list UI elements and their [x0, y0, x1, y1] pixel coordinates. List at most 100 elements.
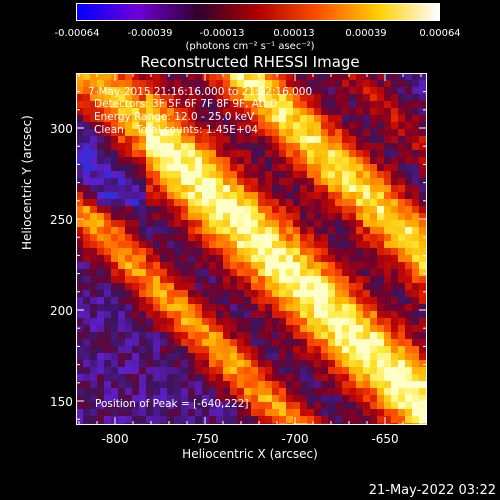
image-pixel	[391, 129, 398, 136]
image-pixel	[265, 122, 272, 129]
image-pixel	[237, 297, 244, 304]
image-pixel	[118, 234, 125, 241]
image-pixel	[356, 248, 363, 255]
image-pixel	[272, 115, 279, 122]
image-pixel	[167, 276, 174, 283]
image-pixel	[97, 374, 104, 381]
image-pixel	[370, 136, 377, 143]
image-pixel	[83, 206, 90, 213]
image-pixel	[174, 108, 181, 115]
image-pixel	[244, 129, 251, 136]
image-pixel	[391, 360, 398, 367]
image-pixel	[279, 374, 286, 381]
image-pixel	[356, 311, 363, 318]
image-pixel	[111, 115, 118, 122]
image-pixel	[321, 318, 328, 325]
image-pixel	[363, 318, 370, 325]
image-pixel	[125, 325, 132, 332]
image-pixel	[139, 339, 146, 346]
image-pixel	[125, 381, 132, 388]
image-pixel	[370, 409, 377, 416]
image-pixel	[160, 136, 167, 143]
image-pixel	[251, 87, 258, 94]
image-pixel	[104, 108, 111, 115]
image-pixel	[202, 248, 209, 255]
image-pixel	[377, 409, 384, 416]
image-pixel	[209, 416, 216, 423]
image-pixel	[153, 318, 160, 325]
image-pixel	[349, 346, 356, 353]
image-pixel	[300, 360, 307, 367]
image-pixel	[118, 283, 125, 290]
image-pixel	[349, 94, 356, 101]
image-pixel	[230, 304, 237, 311]
image-pixel	[335, 416, 342, 423]
image-pixel	[272, 80, 279, 87]
image-pixel	[349, 374, 356, 381]
image-pixel	[244, 213, 251, 220]
image-pixel	[237, 129, 244, 136]
image-pixel	[244, 80, 251, 87]
image-pixel	[377, 80, 384, 87]
image-pixel	[391, 164, 398, 171]
image-pixel	[314, 283, 321, 290]
image-pixel	[139, 241, 146, 248]
image-pixel	[272, 185, 279, 192]
image-pixel	[104, 360, 111, 367]
image-pixel	[342, 206, 349, 213]
image-pixel	[258, 262, 265, 269]
image-pixel	[146, 94, 153, 101]
image-pixel	[405, 157, 412, 164]
rhessi-image-plot: 7-May-2015 21:16:16.000 to 21:22:16.000 …	[76, 73, 427, 425]
image-pixel	[307, 108, 314, 115]
image-pixel	[272, 171, 279, 178]
image-pixel	[300, 353, 307, 360]
image-pixel	[195, 360, 202, 367]
image-pixel	[209, 129, 216, 136]
image-pixel	[223, 374, 230, 381]
image-pixel	[265, 199, 272, 206]
image-pixel	[363, 388, 370, 395]
image-pixel	[195, 73, 202, 80]
image-pixel	[321, 234, 328, 241]
image-pixel	[398, 206, 405, 213]
image-pixel	[216, 206, 223, 213]
image-pixel	[195, 101, 202, 108]
image-pixel	[83, 360, 90, 367]
image-pixel	[321, 269, 328, 276]
image-pixel	[181, 108, 188, 115]
image-pixel	[265, 227, 272, 234]
image-pixel	[139, 157, 146, 164]
image-pixel	[377, 143, 384, 150]
image-pixel	[356, 206, 363, 213]
image-pixel	[160, 416, 167, 423]
image-pixel	[216, 171, 223, 178]
image-pixel	[251, 94, 258, 101]
image-pixel	[307, 311, 314, 318]
image-pixel	[307, 122, 314, 129]
image-pixel	[167, 213, 174, 220]
image-pixel	[286, 136, 293, 143]
image-pixel	[293, 108, 300, 115]
image-pixel	[370, 115, 377, 122]
image-pixel	[300, 101, 307, 108]
image-pixel	[174, 409, 181, 416]
image-pixel	[363, 101, 370, 108]
image-pixel	[251, 136, 258, 143]
image-pixel	[412, 402, 419, 409]
image-pixel	[111, 87, 118, 94]
image-pixel	[251, 234, 258, 241]
image-pixel	[258, 206, 265, 213]
rhessi-image-canvas	[76, 73, 427, 425]
image-pixel	[258, 115, 265, 122]
image-pixel	[132, 311, 139, 318]
image-pixel	[125, 129, 132, 136]
image-pixel	[125, 171, 132, 178]
image-pixel	[90, 122, 97, 129]
image-pixel	[384, 94, 391, 101]
image-pixel	[349, 409, 356, 416]
image-pixel	[391, 255, 398, 262]
image-pixel	[76, 290, 83, 297]
image-pixel	[83, 171, 90, 178]
image-pixel	[181, 227, 188, 234]
